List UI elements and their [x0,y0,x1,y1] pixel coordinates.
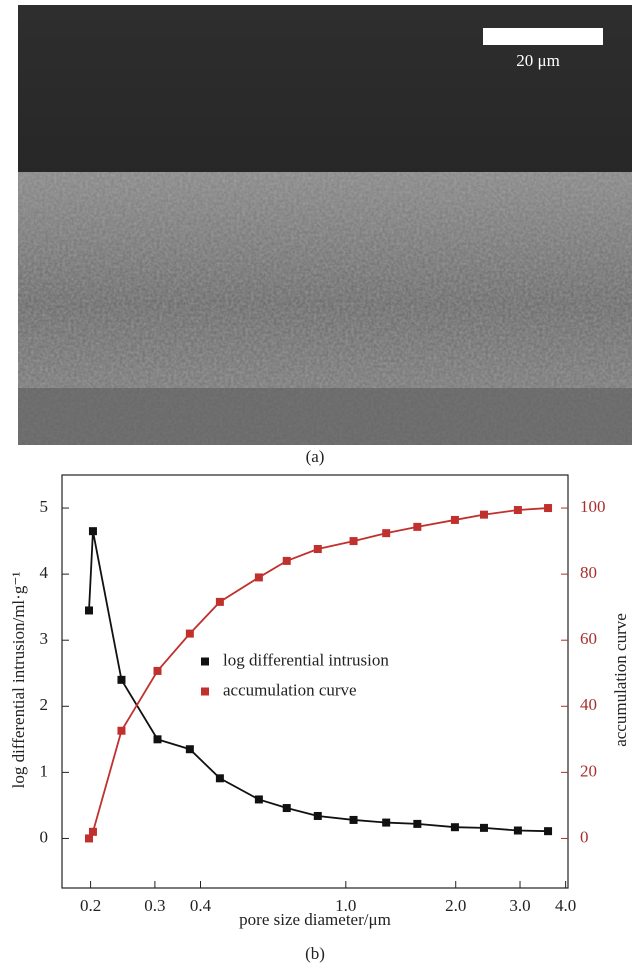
y-tick-label: 4 [40,563,49,582]
series-line [88,507,549,839]
data-point [544,504,553,513]
data-point [450,823,459,832]
data-point [450,515,459,524]
caption: (b) [305,944,325,963]
plot-frame [61,474,569,889]
y2-axis-label: accumulation curve [611,613,630,747]
data-point [117,675,126,684]
y2-tick-label: 60 [580,629,597,648]
x-axis-label: pore size diameter/μm [239,910,391,929]
data-point [88,827,97,836]
x-tick-label: 2.0 [445,896,466,915]
y2-tick-label: 80 [580,563,597,582]
data-point [382,529,391,538]
legend-marker [201,687,209,696]
data-point [544,827,553,836]
y2-tick-label: 20 [580,761,597,780]
data-point [479,823,488,832]
data-point [215,597,224,606]
data-point [313,545,322,554]
y-tick-label: 0 [40,827,49,846]
data-point [215,774,224,783]
y2-tick-label: 40 [580,695,597,714]
data-point [185,745,194,754]
data-point [282,556,291,565]
legend-marker [201,657,209,666]
data-point [85,606,94,615]
data-point [88,527,97,536]
data-point [254,795,263,804]
y-axis-label: log differential intrusion/ml·g⁻¹ [9,572,28,789]
y2-tick-label: 100 [580,497,606,516]
data-point [282,804,291,813]
y-tick-label: 5 [40,497,49,516]
y2-tick-label: 0 [580,827,589,846]
data-point [313,811,322,820]
scale-bar-label: 20 μm [516,51,560,70]
data-point [349,537,358,546]
y-tick-label: 1 [40,761,49,780]
caption: (a) [306,447,325,466]
scale-bar [483,28,603,45]
data-point [185,629,194,638]
data-point [413,819,422,828]
x-tick-label: 4.0 [555,896,576,915]
data-point [382,818,391,827]
sem-image: 20 μm [18,5,632,445]
data-point [153,666,162,675]
x-tick-label: 0.4 [190,896,212,915]
data-point [117,726,126,735]
x-tick-label: 0.2 [80,896,101,915]
y-tick-label: 2 [40,695,49,714]
data-point [85,834,94,843]
legend-label: log differential intrusion [223,650,389,669]
x-tick-label: 3.0 [509,896,530,915]
x-tick-label: 1.0 [335,896,356,915]
data-point [413,522,422,531]
series-line [88,530,549,833]
data-point [153,735,162,744]
data-point [513,506,522,515]
y-tick-label: 3 [40,629,49,648]
x-tick-label: 0.3 [144,896,165,915]
data-point [479,510,488,519]
data-point [349,815,358,824]
data-point [513,826,522,835]
data-point [254,573,263,582]
legend-label: accumulation curve [223,680,357,699]
